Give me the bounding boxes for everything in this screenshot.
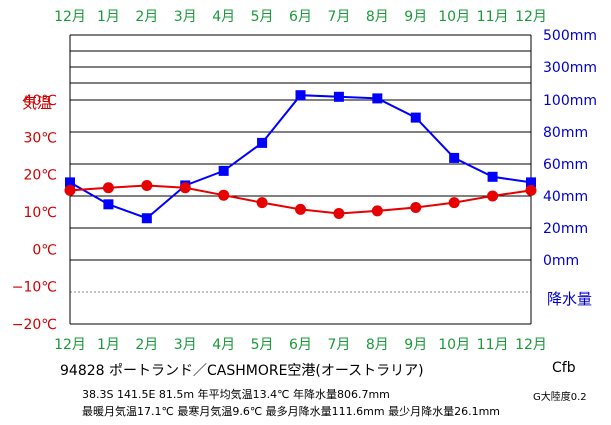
temp-axis-title: 気温 <box>22 94 52 112</box>
precip-axis-ticks: 500mm 300mm 100mm 80mm 60mm 40mm 20mm 0mm <box>543 28 597 269</box>
precip-point <box>526 177 536 188</box>
precip-tick-label: 80mm <box>543 125 588 141</box>
month-label: 7月 <box>327 9 350 25</box>
temp-tick-label: 20℃ <box>23 168 57 184</box>
month-label: 6月 <box>289 337 312 353</box>
chart-grid <box>69 34 532 325</box>
temp-point <box>141 179 153 191</box>
precip-tick-label: 40mm <box>543 189 588 205</box>
station-stats-line1: 38.3S 141.5E 81.5m 年平均気温13.4℃ 年降水量806.7m… <box>82 388 390 401</box>
temp-tick-label: 10℃ <box>23 205 57 221</box>
precip-point <box>333 91 344 102</box>
month-label: 3月 <box>174 337 197 353</box>
temp-point <box>410 202 422 214</box>
month-label: 4月 <box>212 337 235 353</box>
temp-point <box>487 190 499 202</box>
temp-tick-label: 0℃ <box>32 242 57 258</box>
temp-point <box>102 182 114 194</box>
precip-tick-label: 0mm <box>543 253 579 269</box>
climate-class: Cfb <box>552 360 576 376</box>
month-label: 2月 <box>135 9 158 25</box>
precip-point <box>295 90 306 101</box>
month-label: 12月 <box>54 9 86 25</box>
temp-point <box>256 197 268 209</box>
temp-point <box>64 184 76 196</box>
precip-point <box>410 112 421 123</box>
precip-tick-label: 60mm <box>543 157 588 173</box>
temp-tick-label: −10℃ <box>12 280 57 296</box>
temp-tick-label: 40℃ <box>23 93 57 109</box>
temp-point <box>218 189 230 201</box>
precip-point <box>65 177 75 188</box>
precip-tick-label: 500mm <box>543 28 597 44</box>
temp-point <box>525 184 537 196</box>
station-stats-line2: 最暖月気温17.1℃ 最寒月気温9.6℃ 最多月降水量111.6mm 最少月降水… <box>82 405 501 418</box>
month-label: 7月 <box>327 337 350 353</box>
temp-series <box>64 179 537 219</box>
month-label: 2月 <box>135 337 158 353</box>
month-label: 12月 <box>515 9 547 25</box>
temp-point <box>371 205 383 217</box>
precip-point <box>257 137 268 148</box>
month-label: 10月 <box>438 337 470 353</box>
precip-point <box>103 199 114 210</box>
month-label: 12月 <box>515 337 547 353</box>
month-label: 12月 <box>54 337 86 353</box>
precip-point <box>141 213 152 224</box>
temp-point <box>295 203 306 215</box>
month-label: 1月 <box>97 337 120 353</box>
month-label: 5月 <box>251 9 274 25</box>
precip-point <box>449 152 460 163</box>
month-label: 1月 <box>97 9 120 25</box>
month-label: 9月 <box>404 9 427 25</box>
month-label: 3月 <box>174 9 197 25</box>
precip-point <box>218 165 229 176</box>
temp-point <box>448 197 460 209</box>
temp-tick-label: 30℃ <box>23 130 57 146</box>
station-title: 94828 ポートランド／CASHMORE空港(オーストラリア) <box>60 363 424 379</box>
temp-axis-ticks: 40℃ 30℃ 20℃ 10℃ 0℃ −10℃ −20℃ <box>12 93 57 333</box>
month-label: 9月 <box>404 337 427 353</box>
temp-tick-label: −20℃ <box>12 317 57 333</box>
precip-tick-label: 20mm <box>543 221 588 237</box>
precip-tick-label: 300mm <box>543 60 597 76</box>
month-label: 8月 <box>366 9 389 25</box>
temp-point <box>333 207 345 219</box>
month-label: 6月 <box>289 9 312 25</box>
month-label: 5月 <box>251 337 274 353</box>
precip-point <box>487 171 498 182</box>
continentality-label: G大陸度0.2 <box>533 392 587 403</box>
precip-series <box>65 90 536 224</box>
temp-point <box>179 182 191 194</box>
month-label: 8月 <box>366 337 389 353</box>
precip-point <box>372 93 383 104</box>
precip-axis-title: 降水量 <box>547 290 592 308</box>
month-label: 4月 <box>212 9 235 25</box>
precip-tick-label: 100mm <box>543 93 597 109</box>
month-labels-bottom: 12月 1月 2月 3月 4月 5月 6月 7月 8月 9月 10月 11月 12月 <box>54 337 547 353</box>
month-label: 10月 <box>438 9 470 25</box>
precip-line <box>69 94 532 220</box>
month-label: 11月 <box>477 9 509 25</box>
month-label: 11月 <box>477 337 509 353</box>
month-labels-top: 12月 1月 2月 3月 4月 5月 6月 7月 8月 9月 10月 11月 12月 <box>54 9 547 25</box>
